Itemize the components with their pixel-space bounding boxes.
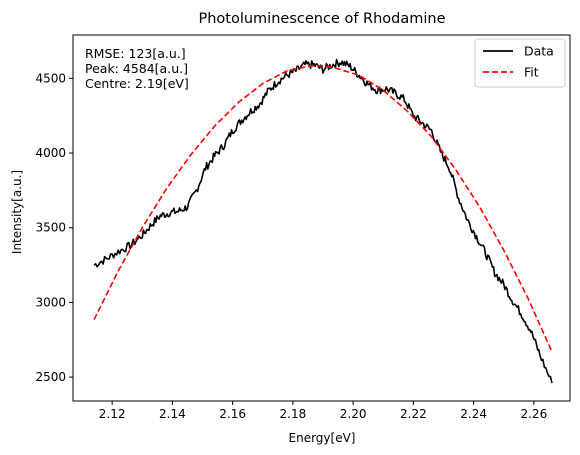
chart-title: Photoluminescence of Rhodamine <box>198 11 445 27</box>
annotation-line: Peak: 4584[a.u.] <box>85 61 188 76</box>
y-tick-label: 3500 <box>35 221 66 235</box>
y-tick-label: 4000 <box>35 146 66 160</box>
legend-label-data: Data <box>524 44 554 59</box>
y-tick-label: 2500 <box>35 370 66 384</box>
fit-statistics-annotation: RMSE: 123[a.u.]Peak: 4584[a.u.]Centre: 2… <box>85 46 189 91</box>
y-tick-label: 4500 <box>35 71 66 85</box>
x-tick-label: 2.14 <box>159 407 186 421</box>
x-tick-label: 2.12 <box>99 407 126 421</box>
annotation-line: RMSE: 123[a.u.] <box>85 46 186 61</box>
legend: Data Fit <box>474 38 566 88</box>
plot-frame <box>72 34 571 402</box>
plot-area: 2.12 2.14 2.16 2.18 2.20 2.22 2.24 2.26 2500 3000… <box>35 34 571 421</box>
annotation-line: Centre: 2.19[eV] <box>85 76 189 91</box>
x-tick-label: 2.20 <box>340 407 367 421</box>
x-tick-label: 2.18 <box>280 407 307 421</box>
legend-label-fit: Fit <box>524 65 539 80</box>
x-tick-label: 2.24 <box>460 407 487 421</box>
x-tick-label: 2.26 <box>520 407 547 421</box>
y-tick-label: 3000 <box>35 295 66 309</box>
x-tick-label: 2.16 <box>219 407 246 421</box>
y-axis-label: Intensity[a.u.] <box>10 170 24 254</box>
x-axis-label: Energy[eV] <box>289 431 356 445</box>
series-line-fit <box>93 64 553 353</box>
x-tick-label: 2.22 <box>400 407 427 421</box>
series-line-data <box>93 58 553 384</box>
